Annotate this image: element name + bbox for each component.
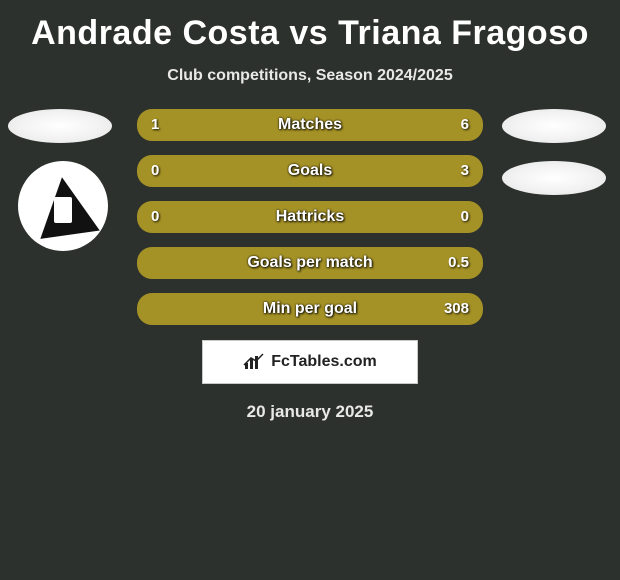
watermark-text: FcTables.com: [271, 353, 377, 371]
stat-value-right: 308: [444, 293, 469, 325]
right-logos: [502, 109, 612, 213]
date-label: 20 january 2025: [0, 402, 620, 422]
left-small-logo: [8, 109, 112, 143]
left-logos: [8, 109, 118, 251]
stat-value-right: 3: [461, 155, 469, 187]
stat-value-right: 6: [461, 109, 469, 141]
club-badge-left: [18, 161, 108, 251]
stat-value-left: 1: [151, 109, 159, 141]
stat-label: Matches: [137, 109, 483, 141]
page-title: Andrade Costa vs Triana Fragoso: [0, 0, 620, 53]
stat-label: Min per goal: [137, 293, 483, 325]
stat-row: Goals per match0.5: [137, 247, 483, 279]
watermark: FcTables.com: [202, 340, 418, 384]
stat-label: Goals: [137, 155, 483, 187]
comparison-content: Matches16Goals03Hattricks00Goals per mat…: [0, 109, 620, 325]
stat-row: Hattricks0 0: [137, 201, 483, 233]
right-small-logo-1: [502, 109, 606, 143]
stat-value-left: 0: [151, 201, 159, 233]
stat-value-left: 0: [151, 155, 159, 187]
stat-bars: Matches16Goals03Hattricks00Goals per mat…: [137, 109, 483, 325]
stat-value-right: 0.5: [448, 247, 469, 279]
chart-icon: [243, 353, 265, 371]
stat-row: Matches1 6: [137, 109, 483, 141]
stat-label: Goals per match: [137, 247, 483, 279]
stat-row: Min per goal308: [137, 293, 483, 325]
stat-row: Goals0 3: [137, 155, 483, 187]
stat-label: Hattricks: [137, 201, 483, 233]
right-small-logo-2: [502, 161, 606, 195]
subtitle: Club competitions, Season 2024/2025: [0, 67, 620, 85]
stat-value-right: 0: [461, 201, 469, 233]
